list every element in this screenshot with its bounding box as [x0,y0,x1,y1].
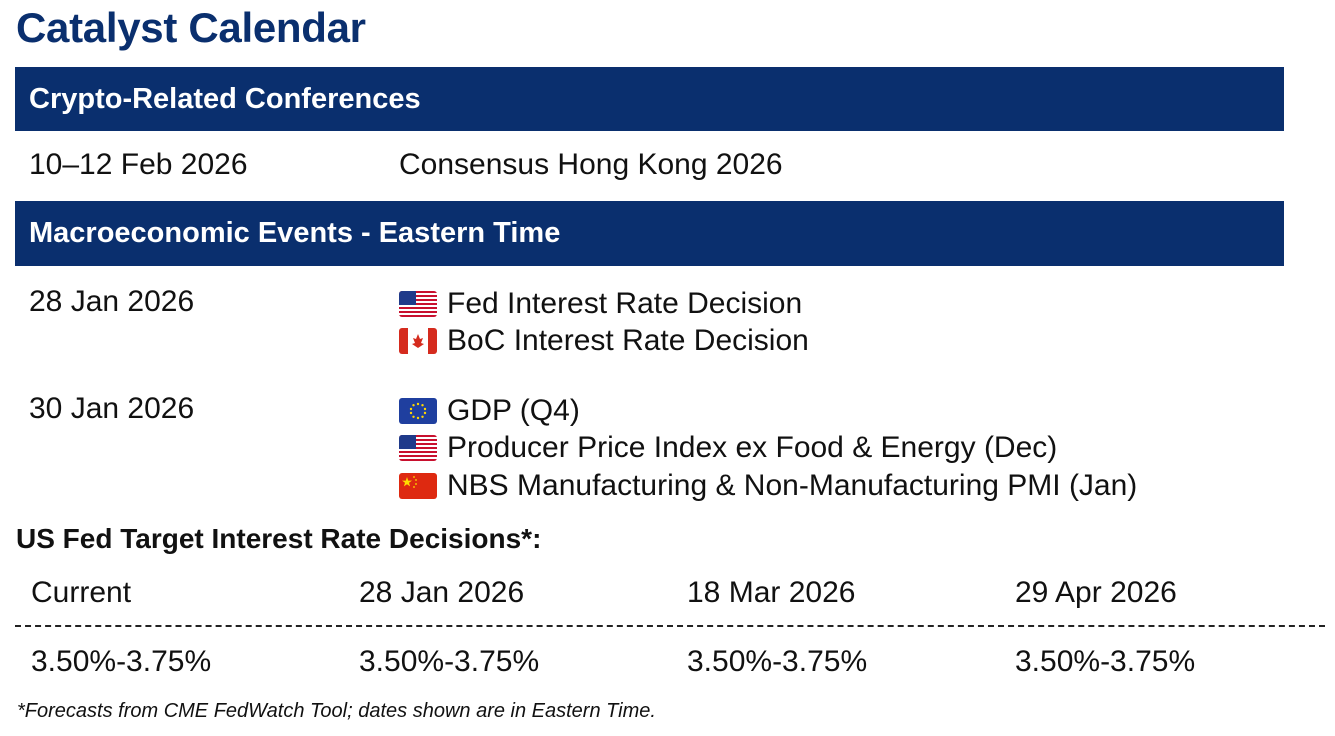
fed-column-label: 29 Apr 2026 [1015,576,1177,609]
fed-section-heading: US Fed Target Interest Rate Decisions*: [16,523,542,554]
section-header-conferences: Crypto-Related Conferences [15,67,1284,131]
event-item: GDP (Q4) [399,392,1137,430]
event-label: Producer Price Index ex Food & Energy (D… [447,431,1058,465]
conference-date: 10–12 Feb 2026 [29,148,248,181]
section-title: Crypto-Related Conferences [29,82,421,115]
fed-column-label: 28 Jan 2026 [359,576,525,609]
event-label: NBS Manufacturing & Non-Manufacturing PM… [447,468,1138,502]
us-flag-icon [399,435,437,462]
fed-rate-value: 3.50%-3.75% [359,645,540,678]
fed-column-label: 18 Mar 2026 [687,576,856,609]
conference-event: Consensus Hong Kong 2026 [399,148,783,181]
event-date: 30 Jan 2026 [29,392,195,425]
dashed-divider [15,625,1325,627]
event-label: Fed Interest Rate Decision [447,286,803,320]
event-label: BoC Interest Rate Decision [447,324,809,358]
event-date: 28 Jan 2026 [29,285,195,318]
section-header-macro: Macroeconomic Events - Eastern Time [15,201,1284,266]
fed-rate-value: 3.50%-3.75% [31,645,212,678]
page-title: Catalyst Calendar [16,4,366,51]
event-list: GDP (Q4) Producer Price Index ex Food & … [399,392,1137,505]
eu-flag-icon [399,397,437,424]
footnote: *Forecasts from CME FedWatch Tool; dates… [17,700,656,722]
event-label: GDP (Q4) [447,393,580,427]
section-title: Macroeconomic Events - Eastern Time [29,217,561,249]
fed-rate-value: 3.50%-3.75% [1015,645,1196,678]
us-flag-icon [399,290,437,317]
event-item: NBS Manufacturing & Non-Manufacturing PM… [399,467,1137,505]
fed-column-label: Current [31,576,132,609]
event-item: BoC Interest Rate Decision [399,323,809,361]
fed-rate-value: 3.50%-3.75% [687,645,868,678]
canada-flag-icon [399,328,437,355]
event-item: Fed Interest Rate Decision [399,285,809,323]
event-item: Producer Price Index ex Food & Energy (D… [399,430,1137,468]
event-list: Fed Interest Rate Decision BoC Interest … [399,285,809,360]
china-flag-icon [399,472,437,499]
